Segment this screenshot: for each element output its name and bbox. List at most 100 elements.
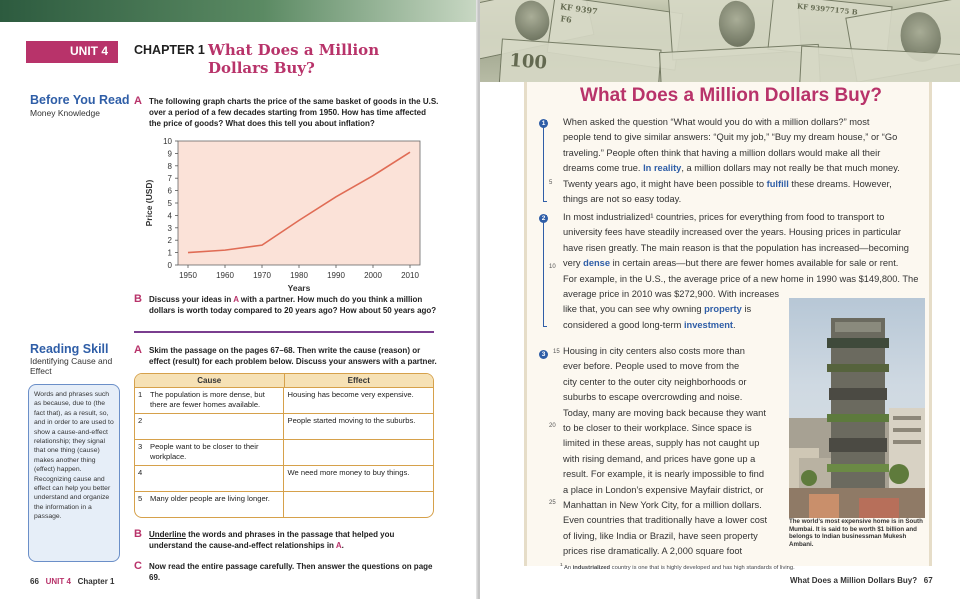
portrait-image bbox=[717, 0, 757, 49]
effect-cell[interactable]: Housing has become very expensive. bbox=[287, 390, 414, 399]
passage-line: with rising demand, and prices have gone… bbox=[563, 452, 785, 467]
row-number: 5 bbox=[138, 494, 143, 503]
passage-line: things are not so easy today. bbox=[563, 192, 929, 207]
cause-text[interactable]: The population is more dense, but there … bbox=[150, 390, 265, 409]
passage-line: average price in 2010 was $272,900. With… bbox=[563, 287, 935, 302]
passage-line: very dense in certain areas—but there ar… bbox=[563, 256, 935, 271]
cause-cell: 4 bbox=[135, 466, 284, 491]
question-b1-suffix: with a partner. How much do you think a … bbox=[149, 295, 437, 315]
table-row: 3 People want to be closer to their workp… bbox=[135, 439, 433, 465]
footnote-text: country is one that is highly developed … bbox=[610, 564, 795, 571]
underline-word: Underline bbox=[149, 530, 186, 539]
y-tick-label: 3 bbox=[168, 224, 173, 233]
passage-line: Manhattan in New York City, for a millio… bbox=[563, 498, 785, 513]
footer-chapter: Chapter 1 bbox=[77, 577, 115, 586]
chapter-label: CHAPTER 1 bbox=[134, 43, 205, 57]
passage-text: in certain areas—but there are fewer hom… bbox=[610, 258, 899, 269]
passage-line: ever before. People used to move from th… bbox=[563, 359, 785, 374]
passage-line: Housing in city centers also costs more … bbox=[563, 344, 785, 359]
cause-cell: 2 bbox=[135, 414, 284, 439]
passage-line: result. For example, it is nearly imposs… bbox=[563, 467, 785, 482]
cause-cell: 5 Many older people are living longer. bbox=[135, 492, 284, 517]
footnote-prefix: An bbox=[562, 564, 573, 571]
footnote: 1 An industrialized country is one that … bbox=[560, 563, 795, 571]
passage-text: In most industrialized¹ countries, price… bbox=[563, 212, 885, 222]
page-number: 67 bbox=[923, 576, 933, 585]
passage-line: city center to the outer city neighborho… bbox=[563, 375, 785, 390]
reading-skill-tip-box: Words and phrases such as because, due t… bbox=[28, 384, 120, 562]
passage-line: limited in these areas, supply has not c… bbox=[563, 436, 785, 451]
effect-cell[interactable] bbox=[284, 440, 434, 465]
effect-cell[interactable]: We need more money to buy things. bbox=[287, 468, 410, 477]
passage-line: Today, many are moving back because they… bbox=[563, 406, 785, 421]
right-page-footer: What Does a Million Dollars Buy? 67 bbox=[790, 576, 933, 585]
passage-line: dreams come true. In reality, a million … bbox=[563, 161, 929, 176]
x-tick-label: 1970 bbox=[253, 271, 271, 280]
question-letter-c: C bbox=[134, 560, 142, 572]
right-page: KF 9397 F6 KF 93977175 B 100 What Does a… bbox=[480, 0, 960, 599]
chapter-title: What Does a Million Dollars Buy? bbox=[208, 41, 380, 77]
cause-cell: 3 People want to be closer to their workp… bbox=[135, 440, 284, 465]
page-number: 66 bbox=[30, 577, 39, 586]
reading-skill-heading: Reading Skill bbox=[30, 342, 109, 356]
bill-code: F6 bbox=[559, 13, 573, 25]
y-tick-label: 8 bbox=[168, 162, 173, 171]
passage-text: have risen greatly. The main reason is t… bbox=[563, 242, 909, 253]
table-row: 1 The population is more dense, but there… bbox=[135, 387, 433, 413]
y-tick-label: 4 bbox=[168, 211, 173, 220]
table-header: Cause Effect bbox=[135, 374, 433, 387]
portrait-image bbox=[511, 0, 553, 44]
price-line-chart: 0 1 2 3 4 5 6 7 8 9 10 1950 1960 1970 1980 1990 2000 2010… bbox=[144, 137, 421, 293]
passage-text: average price in 2010 was $272,900. With… bbox=[563, 289, 780, 300]
passage-text: Manhattan in New York City, for a millio… bbox=[563, 500, 762, 511]
question-b1-text: Discuss your ideas in A with a partner. … bbox=[149, 294, 439, 316]
passage-text: university fees have steadily increased … bbox=[563, 227, 901, 238]
y-axis-label: Price (USD) bbox=[144, 179, 154, 226]
vocabulary-word: investment bbox=[683, 319, 734, 330]
vocabulary-word: property bbox=[704, 304, 742, 315]
series-line bbox=[187, 151, 411, 254]
cause-text[interactable]: Many older people are living longer. bbox=[150, 494, 270, 503]
reading-passage: What Does a Million Dollars Buy? 1 5 Whe… bbox=[524, 82, 932, 566]
row-number: 2 bbox=[138, 416, 143, 425]
paragraph-1: When asked the question “What would you … bbox=[563, 115, 929, 207]
passage-text: of living, like India or Brazil, have se… bbox=[563, 530, 758, 541]
passage-line: Even countries that traditionally have a… bbox=[563, 513, 785, 528]
money-banner-image: KF 9397 F6 KF 93977175 B 100 bbox=[480, 0, 960, 82]
passage-text: Even countries that traditionally have a… bbox=[563, 515, 768, 526]
x-axis-label: Years bbox=[288, 283, 311, 293]
passage-text: is bbox=[741, 304, 752, 315]
passage-text: limited in these areas, supply has not c… bbox=[563, 438, 760, 449]
passage-text: a place in London’s expensive Mayfair di… bbox=[563, 484, 764, 495]
effect-cell[interactable] bbox=[284, 492, 434, 517]
cause-text[interactable]: People want to be closer to their workpl… bbox=[150, 442, 259, 461]
passage-line: When asked the question “What would you … bbox=[563, 115, 929, 130]
unit-rule bbox=[26, 61, 118, 63]
passage-text: with rising demand, and prices have gone… bbox=[563, 453, 756, 464]
question-b2-prefix: the words and phrases in the passage tha… bbox=[149, 530, 395, 550]
question-letter-b1: B bbox=[134, 293, 142, 305]
paragraph-2: In most industrialized¹ countries, price… bbox=[563, 210, 935, 333]
effect-cell[interactable]: People started moving to the suburbs. bbox=[287, 416, 416, 425]
passage-line: In most industrialized¹ countries, price… bbox=[563, 210, 935, 225]
passage-text: suburbs to escape overcrowding and noise… bbox=[563, 392, 743, 403]
y-tick-label: 0 bbox=[168, 261, 173, 270]
article-title: What Does a Million Dollars Buy? bbox=[580, 85, 882, 106]
footnote-number: 1 bbox=[560, 563, 563, 568]
line-number: 15 bbox=[553, 349, 560, 355]
passage-text: Housing in city centers also costs more … bbox=[563, 346, 745, 356]
passage-text: city center to the outer city neighborho… bbox=[563, 376, 747, 387]
passage-text: ever before. People used to move from th… bbox=[563, 361, 740, 372]
passage-text: to be closer to their workplace. Since s… bbox=[563, 423, 752, 434]
passage-line: suburbs to escape overcrowding and noise… bbox=[563, 390, 785, 405]
question-c-text: Now read the entire passage carefully. T… bbox=[149, 562, 433, 582]
question-b1-prefix: Discuss your ideas in bbox=[149, 295, 234, 304]
x-tick-label: 2000 bbox=[364, 271, 382, 280]
passage-text: . bbox=[733, 319, 736, 330]
paragraph-number-3: 3 bbox=[539, 350, 548, 359]
row-number: 1 bbox=[138, 390, 143, 399]
question-letter-b2: B bbox=[134, 528, 142, 540]
passage-text: people tend to give similar answers: “Qu… bbox=[563, 132, 898, 143]
passage-line: like that, you can see why owning proper… bbox=[563, 302, 935, 317]
passage-line: considered a good long-term investment. bbox=[563, 318, 935, 333]
